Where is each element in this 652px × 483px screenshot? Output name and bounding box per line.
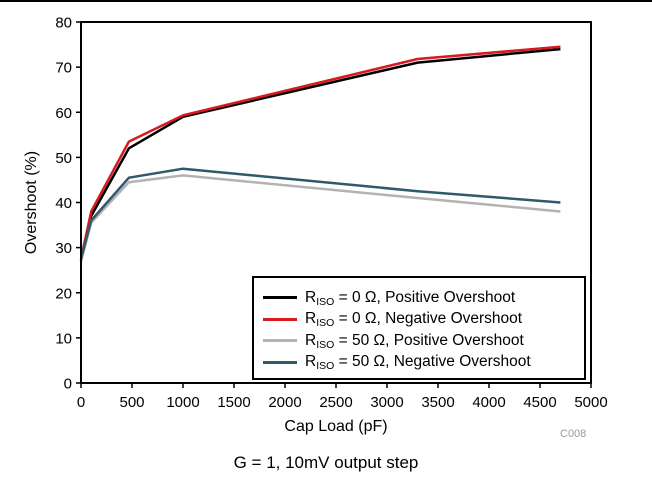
x-tick-label: 2000 <box>268 394 301 411</box>
series-line-4 <box>79 167 561 260</box>
legend-swatch <box>263 317 297 321</box>
x-tick-label: 5000 <box>574 394 607 411</box>
legend-label-main: R <box>305 288 317 306</box>
legend-label: RISO = 50 Ω, Positive Overshoot <box>305 332 524 350</box>
legend-label-rest: = 50 Ω, Positive Overshoot <box>334 331 524 349</box>
legend-item: RISO = 50 Ω, Positive Overshoot <box>263 330 584 352</box>
y-tick-label: 0 <box>64 376 72 393</box>
legend-label-rest: = 50 Ω, Negative Overshoot <box>334 353 531 371</box>
legend-label-rest: = 0 Ω, Negative Overshoot <box>334 310 523 328</box>
legend-label-subscript: ISO <box>316 360 335 373</box>
x-tick-label: 1500 <box>217 394 250 411</box>
legend-label: RISO = 50 Ω, Negative Overshoot <box>305 353 531 371</box>
legend-label-rest: = 0 Ω, Positive Overshoot <box>334 288 516 306</box>
y-axis-ticks: 0 10 20 30 40 50 60 70 80 <box>55 15 81 393</box>
y-tick-label: 80 <box>55 15 72 32</box>
legend-label-main: R <box>305 331 317 349</box>
figure-code: C008 <box>560 428 587 440</box>
x-tick-label: 4000 <box>472 394 505 411</box>
y-tick-label: 60 <box>55 105 72 122</box>
legend-item: RISO = 0 Ω, Positive Overshoot <box>263 287 584 309</box>
y-tick-label: 70 <box>55 60 72 77</box>
legend-label-main: R <box>305 310 317 328</box>
chart-legend: RISO = 0 Ω, Positive Overshoot RISO = 0 Ω… <box>252 276 586 380</box>
overshoot-chart: 0 500 1000 1500 2000 2500 3000 3500 4000 4500 5000… <box>23 15 608 436</box>
legend-label-subscript: ISO <box>316 317 335 330</box>
y-tick-label: 20 <box>55 285 72 302</box>
series-line-1 <box>79 47 561 262</box>
legend-swatch <box>263 296 297 300</box>
series-line-3 <box>79 174 561 262</box>
x-tick-label: 0 <box>77 394 85 411</box>
x-tick-label: 2500 <box>319 394 352 411</box>
legend-label: RISO = 0 Ω, Negative Overshoot <box>305 310 522 328</box>
y-tick-label: 40 <box>55 195 72 212</box>
x-axis-label: Cap Load (pF) <box>284 418 387 435</box>
legend-label-subscript: ISO <box>316 338 335 351</box>
legend-item: RISO = 50 Ω, Negative Overshoot <box>263 352 584 374</box>
y-tick-label: 30 <box>55 240 72 257</box>
legend-label-subscript: ISO <box>316 295 335 308</box>
legend-label-main: R <box>305 353 317 371</box>
x-tick-label: 3000 <box>370 394 403 411</box>
y-tick-label: 50 <box>55 150 72 167</box>
y-tick-label: 10 <box>55 330 72 347</box>
legend-swatch <box>263 360 297 364</box>
x-tick-label: 4500 <box>523 394 556 411</box>
legend-item: RISO = 0 Ω, Negative Overshoot <box>263 309 584 331</box>
series-layer <box>79 45 561 262</box>
series-line-2 <box>79 45 561 260</box>
x-tick-label: 1000 <box>166 394 199 411</box>
figure-caption: G = 1, 10mV output step <box>233 453 419 472</box>
y-axis-label: Overshoot (%) <box>23 151 40 254</box>
legend-label: RISO = 0 Ω, Positive Overshoot <box>305 289 515 307</box>
x-tick-label: 500 <box>119 394 144 411</box>
legend-swatch <box>263 339 297 343</box>
top-rule <box>0 0 652 2</box>
x-tick-label: 3500 <box>421 394 454 411</box>
x-axis-ticks: 0 500 1000 1500 2000 2500 3000 3500 4000 4500 5000 <box>77 383 608 411</box>
